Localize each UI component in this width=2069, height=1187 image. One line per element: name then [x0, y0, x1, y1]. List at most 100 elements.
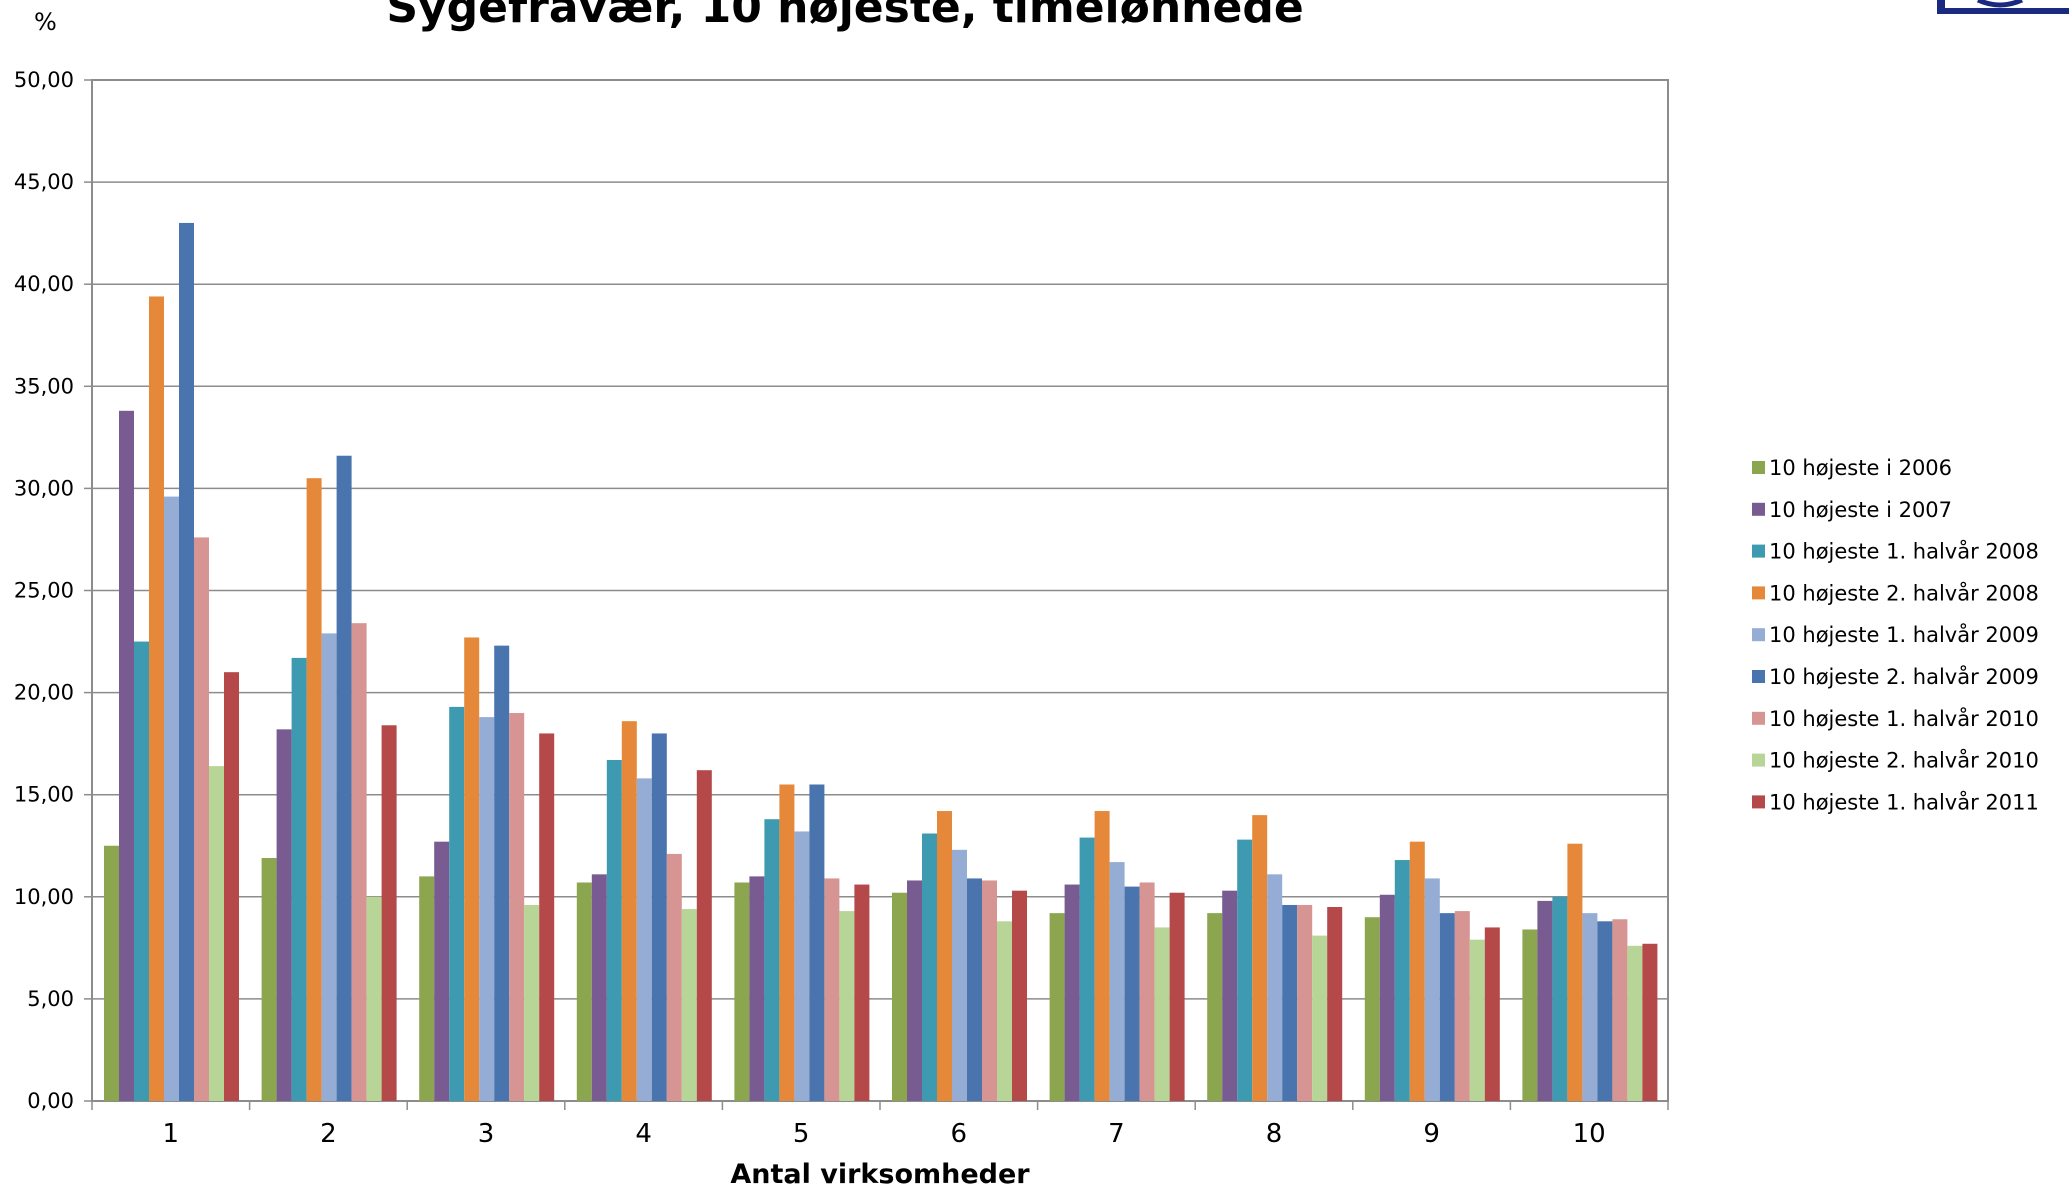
y-tick-label: 0,00: [27, 1089, 74, 1113]
bar: [651, 733, 667, 1101]
bar: [276, 729, 292, 1101]
bar: [1484, 927, 1500, 1101]
bar: [539, 733, 555, 1101]
x-axis-title: Antal virksomheder: [730, 1159, 1030, 1187]
bar: [749, 876, 765, 1101]
bar: [922, 833, 937, 1101]
legend: 10 højeste i 2006 10 højeste i 2007 10 høj…: [1752, 456, 2039, 814]
y-tick-label: 40,00: [14, 272, 74, 296]
bars: [104, 222, 1658, 1102]
legend-swatch: [1752, 586, 1765, 600]
bar: [134, 641, 149, 1101]
legend-label: 10 højeste 1. halvår 2010: [1769, 706, 2039, 731]
bar: [1094, 811, 1110, 1101]
bar: [1109, 862, 1125, 1101]
bar: [321, 633, 337, 1101]
bar: [1439, 913, 1455, 1101]
legend-label: 10 højeste i 2007: [1769, 498, 1952, 522]
x-tick-label: 5: [793, 1119, 810, 1149]
bar: [1327, 907, 1343, 1101]
bar: [907, 880, 922, 1101]
bar: [1394, 860, 1410, 1101]
bar: [1222, 890, 1238, 1101]
bar: [809, 784, 825, 1101]
y-tick-label: 45,00: [14, 170, 74, 194]
legend-label: 10 højeste 1. halvår 2009: [1769, 622, 2039, 647]
bar: [892, 892, 907, 1101]
x-tick-label: 2: [320, 1119, 337, 1149]
bar: [952, 849, 967, 1101]
bar: [666, 853, 682, 1101]
bar: [1627, 945, 1643, 1101]
legend-label: 10 højeste 1. halvår 2008: [1769, 539, 2039, 564]
bar: [1154, 927, 1170, 1101]
bar: [194, 537, 209, 1101]
bar: [494, 645, 510, 1101]
logo: [1937, 0, 2069, 14]
legend-label: 10 højeste i 2006: [1769, 456, 1952, 480]
bar: [1379, 894, 1395, 1101]
bar: [734, 882, 750, 1101]
bar: [1642, 943, 1658, 1101]
y-axis-ticks: 0,00 5,00 10,00 15,00 20,00 25,00 30,00 35,00 40…: [14, 68, 92, 1113]
bar: [696, 770, 712, 1101]
bar: [1364, 917, 1380, 1101]
bar: [824, 878, 840, 1101]
y-tick-label: 5,00: [27, 987, 74, 1011]
bar: [1282, 904, 1298, 1101]
legend-swatch: [1752, 795, 1765, 809]
y-axis-unit-label: %: [34, 8, 57, 36]
bar: [1252, 815, 1268, 1101]
bar: [164, 496, 179, 1101]
bar: [636, 778, 652, 1101]
bar: [681, 909, 697, 1101]
bar: [464, 637, 480, 1101]
bar: [1597, 921, 1613, 1101]
bar: [839, 911, 855, 1101]
bar: [179, 222, 194, 1101]
y-tick-label: 20,00: [14, 681, 74, 705]
x-axis-ticks: 1 2 3 4 5 6 7 8 9 10: [91, 1101, 1669, 1149]
bar: [1582, 913, 1598, 1101]
bar: [1469, 939, 1485, 1101]
legend-swatch: [1752, 753, 1765, 767]
x-tick-label: 8: [1266, 1119, 1283, 1149]
bar: [1207, 913, 1223, 1101]
x-tick-label: 3: [478, 1119, 495, 1149]
bar: [621, 721, 637, 1101]
bar: [449, 706, 465, 1101]
bar: [1139, 882, 1155, 1101]
bar: [576, 882, 592, 1101]
bar: [119, 410, 134, 1102]
bar: [1267, 874, 1283, 1101]
legend-swatch: [1752, 544, 1765, 558]
legend-swatch: [1752, 670, 1765, 683]
y-tick-label: 50,00: [14, 68, 74, 92]
bar: [149, 296, 164, 1101]
bar: [1409, 841, 1425, 1101]
bar: [1537, 900, 1553, 1101]
legend-label: 10 højeste 2. halvår 2008: [1769, 580, 2039, 605]
y-tick-label: 25,00: [14, 579, 74, 603]
y-tick-label: 30,00: [14, 476, 74, 500]
legend-swatch: [1752, 461, 1765, 474]
bar: [1454, 911, 1470, 1101]
bar: [509, 713, 525, 1101]
bar: [104, 845, 119, 1101]
bar: [291, 657, 307, 1101]
bar: [261, 858, 277, 1101]
legend-swatch: [1752, 502, 1765, 516]
legend-label: 10 højeste 2. halvår 2010: [1769, 748, 2039, 773]
x-tick-label: 4: [635, 1119, 652, 1149]
bar: [336, 455, 352, 1101]
bar: [764, 819, 780, 1101]
legend-label: 10 højeste 1. halvår 2011: [1769, 789, 2039, 814]
bar: [351, 623, 367, 1101]
bar: [1169, 892, 1185, 1101]
bar: [1552, 896, 1568, 1101]
legend-swatch: [1752, 628, 1765, 642]
bar: [1612, 919, 1628, 1101]
bar: [1012, 890, 1027, 1101]
bar: [419, 876, 435, 1101]
